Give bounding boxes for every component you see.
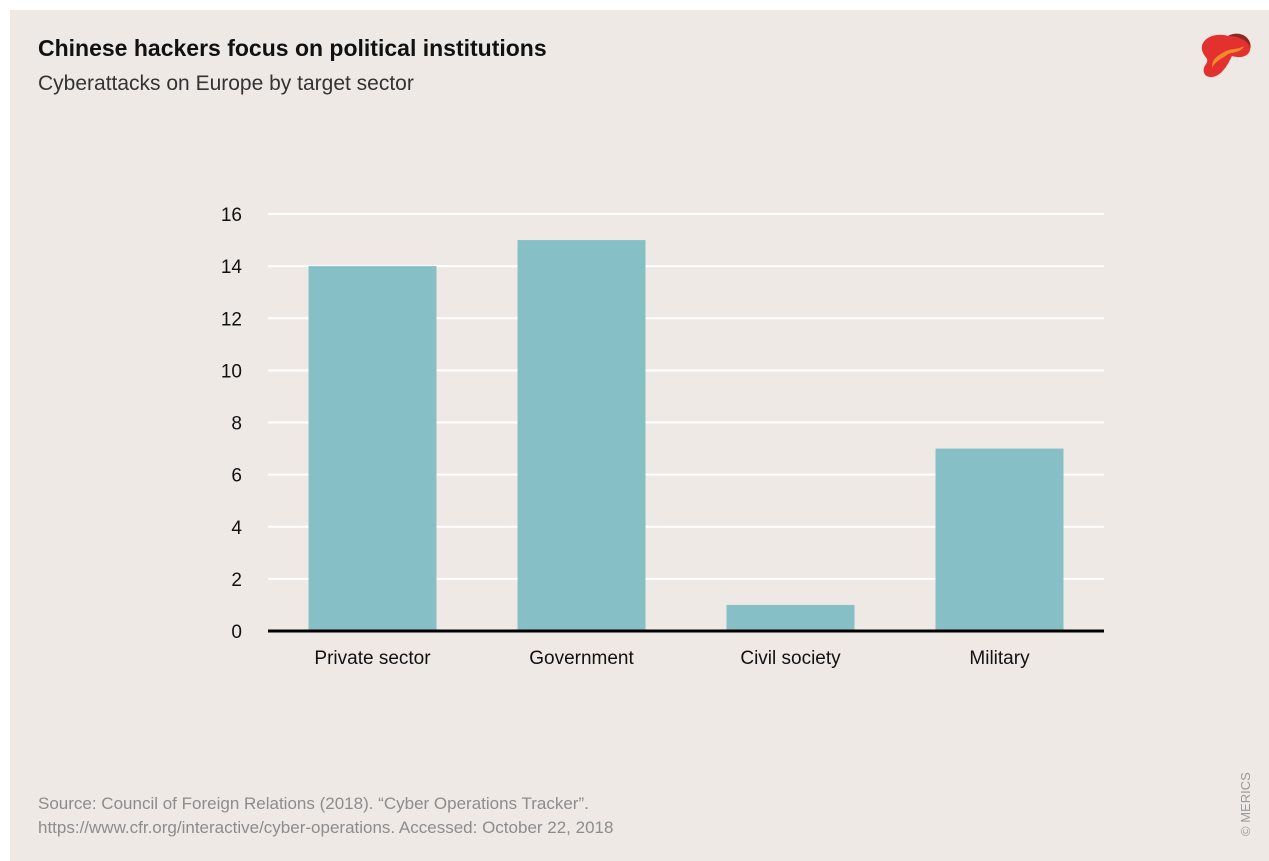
y-tick-label: 16: [221, 205, 242, 226]
x-category-label: Private sector: [314, 648, 431, 669]
x-category-label: Government: [529, 648, 634, 669]
x-category-label: Military: [969, 648, 1030, 669]
y-tick-label: 0: [231, 622, 242, 643]
y-tick-label: 8: [231, 414, 242, 435]
y-tick-label: 10: [221, 361, 242, 382]
copyright-credit: © MERICS: [1238, 772, 1253, 836]
bar-chart: 0 2 4 6 8 10 12 14 16 Private sector Government Ci…: [221, 205, 1104, 669]
source-line-2: https://www.cfr.org/interactive/cyber-op…: [38, 818, 614, 837]
bar: [517, 240, 646, 631]
chart-subtitle: Cyberattacks on Europe by target sector: [38, 72, 414, 95]
x-category-label: Civil society: [740, 648, 841, 669]
chart-title: Chinese hackers focus on political insti…: [38, 35, 547, 61]
merics-logo-icon: [1201, 33, 1251, 78]
bar: [726, 604, 855, 631]
source-line-1: Source: Council of Foreign Relations (20…: [38, 794, 589, 813]
y-tick-label: 2: [231, 570, 242, 591]
bar: [308, 266, 437, 631]
y-tick-label: 4: [231, 518, 242, 539]
y-tick-label: 12: [221, 309, 242, 330]
source-note: Source: Council of Foreign Relations (20…: [38, 792, 613, 840]
y-tick-label: 14: [221, 257, 243, 278]
bar: [935, 448, 1064, 631]
chart-frame: Chinese hackers focus on political insti…: [10, 10, 1269, 861]
y-tick-label: 6: [231, 466, 242, 487]
